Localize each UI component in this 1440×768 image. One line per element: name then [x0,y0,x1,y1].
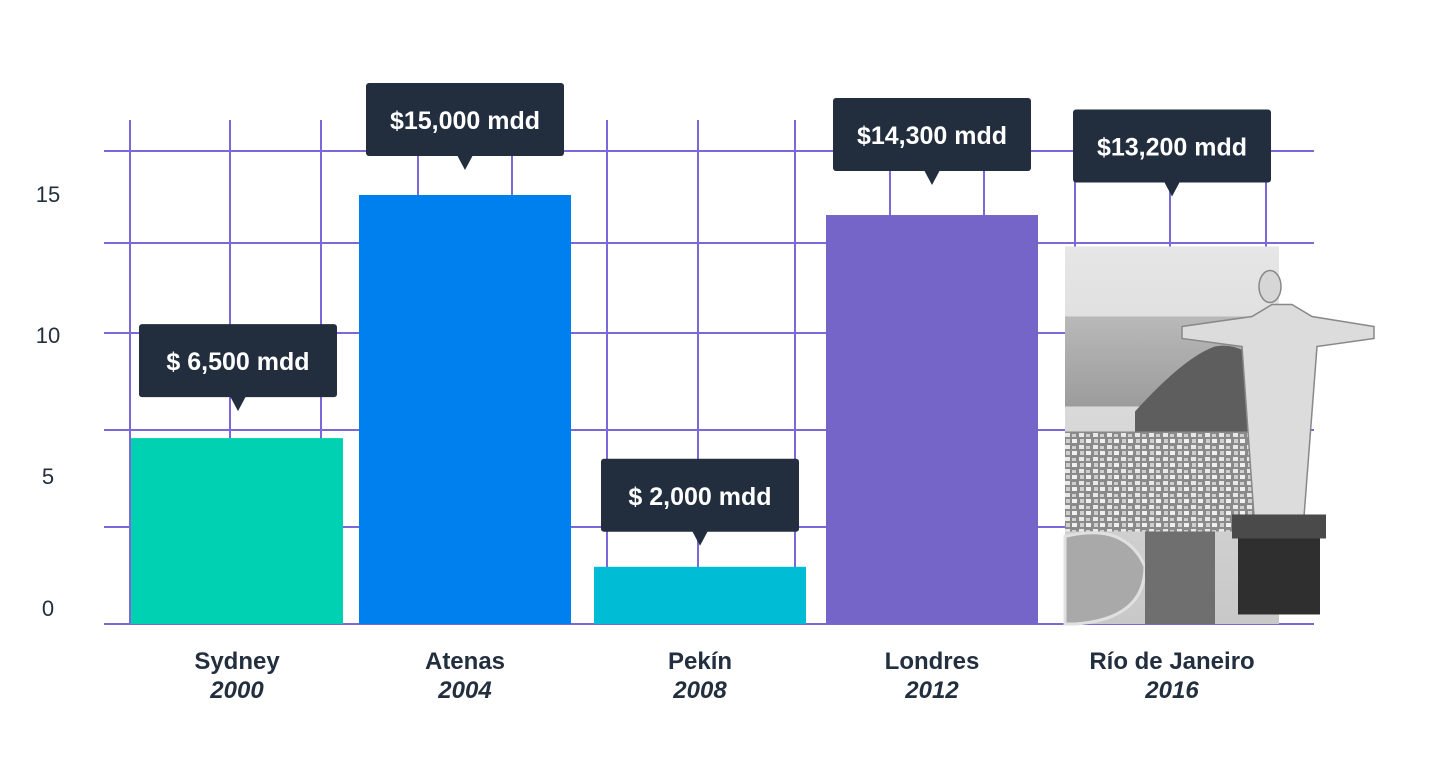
y-axis: 0 5 10 15 [36,182,60,621]
christ-the-redeemer-photo [1063,246,1375,626]
bars [131,195,1038,624]
data-label-callout: $ 2,000 mdd [601,458,799,546]
callout-pointer [692,530,708,546]
callout-box [1073,109,1271,183]
bar-sydney [131,438,343,624]
data-label: $13,200 mdd [1097,133,1247,161]
callout-box [139,324,337,398]
y-tick-label: 10 [36,323,60,348]
x-year-label: 2000 [209,677,264,704]
callout-pointer [924,170,940,186]
x-year-label: 2012 [904,677,959,704]
x-year-label: 2016 [1144,677,1199,704]
data-label: $ 6,500 mdd [166,348,309,376]
bar-pek-n [594,566,806,624]
y-tick-label: 15 [36,182,60,207]
x-year-label: 2008 [672,677,727,704]
photo-statue-plinth [1232,514,1326,539]
data-label-callouts: $ 6,500 mdd $15,000 mdd $ 2,000 mdd $14,300… [139,83,1271,546]
y-tick-label: 5 [42,464,54,489]
photo-park [1145,531,1215,624]
callout-pointer [1164,181,1180,197]
x-category-label: Pekín [668,648,732,675]
data-label-callout: $ 6,500 mdd [139,324,337,412]
data-label-callout: $13,200 mdd [1073,109,1271,197]
data-label: $ 2,000 mdd [628,483,771,511]
x-category-label: Londres [885,648,980,675]
x-category-label: Atenas [425,648,505,675]
data-label: $14,300 mdd [857,122,1007,150]
y-tick-label: 0 [42,596,54,621]
callout-box [366,83,564,156]
bar-londres [826,215,1038,624]
data-label-callout: $14,300 mdd [833,98,1031,186]
photo-statue-body [1181,303,1375,518]
x-category-label: Río de Janeiro [1089,648,1254,675]
x-category-label: Sydney [194,648,280,675]
callout-pointer [457,155,473,170]
photo-track [1063,531,1147,626]
photo-statue-head [1258,269,1282,304]
data-label-callout: $15,000 mdd [366,83,564,170]
bar-atenas [359,195,571,624]
callout-pointer [230,396,246,412]
x-year-label: 2004 [437,677,491,704]
callout-box [833,98,1031,172]
photo-statue-pedestal [1238,536,1320,615]
data-label: $15,000 mdd [390,107,540,135]
callout-box [601,458,799,532]
